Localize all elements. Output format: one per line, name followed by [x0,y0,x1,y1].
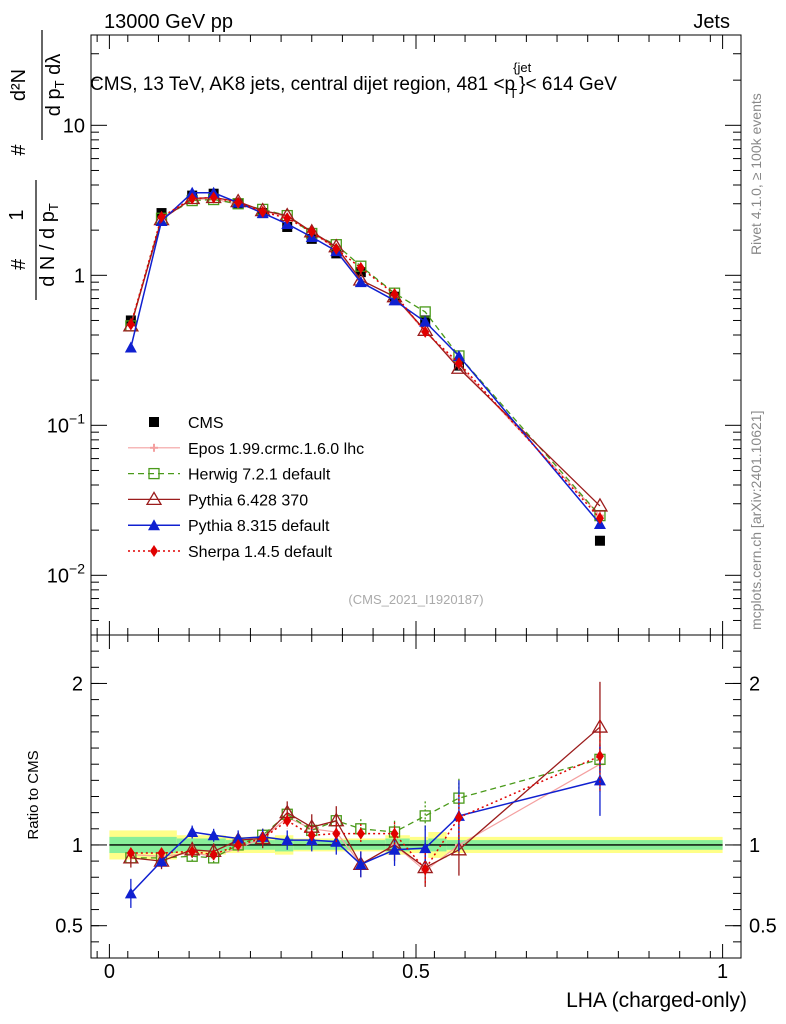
sherpa-1-4-5-default-ratio-point [188,845,197,858]
pythia-6-428-370-ratio-point [450,841,468,856]
legend-marker-pythia-8-315-default [148,519,160,531]
legend-marker-herwig-7-2-1-default [148,467,160,480]
ratio-y-tick-label: 2 [72,673,83,695]
pythia-8-315-default-main-line [130,192,601,525]
legend-marker-cms [149,417,159,427]
cms-main-point [594,535,605,546]
main-y-axis-label: # d N / d pT 1 # d pT dλ d²N [6,30,67,300]
legend-label-pythia-6-428-370: Pythia 6.428 370 [188,492,308,509]
sherpa-1-4-5-default-main-point [234,196,243,209]
sherpa-1-4-5-default-ratio-point [234,838,243,851]
sherpa-1-4-5-default-ratio-point [283,814,292,827]
legend-label-epos-1-99-crmc-1-6-0-lhc: Epos 1.99.crmc.1.6.0 lhc [188,441,364,458]
legend-marker-epos-1-99-crmc-1-6-0-lhc [150,443,158,452]
sherpa-1-4-5-default-ratio-point [595,750,604,763]
sherpa-1-4-5-default-ratio-point [157,847,166,860]
svg-text:1: 1 [6,209,28,220]
pythia-8-315-default-ratio-point [155,855,168,867]
pythia-8-315-default-main-point [124,341,137,353]
sherpa-1-4-5-default-main-point [390,288,399,301]
pythia-8-315-default-main-point [186,186,199,198]
ratio-y-tick-label-right: 2 [749,673,760,695]
sherpa-1-4-5-default-main-point [356,261,365,274]
sherpa-1-4-5-default-main-point [332,242,341,255]
analysis-id-label: (CMS_2021_I1920187) [348,592,483,607]
pythia-6-428-370-main-point [450,359,468,374]
mcplots-label: mcplots.cern.ch [arXiv:2401.10621] [748,411,764,630]
pythia-8-315-default-ratio-point [124,887,137,899]
ratio-y-tick-label-right: 0.5 [749,916,777,938]
pythia-8-315-default-main-point [452,349,465,361]
sherpa-1-4-5-default-ratio-point [307,829,316,842]
ratio-y-tick-label: 1 [72,835,83,857]
pythia-8-315-default-ratio-point [419,842,432,854]
svg-text:#: # [8,258,30,270]
pythia-8-315-default-ratio-point [281,834,294,846]
sherpa-1-4-5-default-main-point [157,210,166,223]
sherpa-1-4-5-default-main-point [126,318,135,331]
sherpa-1-4-5-default-ratio-point [421,863,430,876]
pythia-8-315-default-ratio-point [207,829,220,841]
svg-text:d²N: d²N [8,69,30,101]
pythia-6-428-370-main-line [130,196,601,507]
pythia-8-315-default-ratio-point [186,826,199,838]
sherpa-1-4-5-default-ratio-point [390,827,399,840]
x-tick-label: 0.5 [402,961,430,983]
y-tick-label: 10−1 [47,410,85,437]
sherpa-1-4-5-default-ratio-point [454,811,463,824]
svg-text:#: # [8,144,30,156]
energy-label: 13000 GeV pp [104,11,233,33]
sherpa-1-4-5-default-ratio-point [332,827,341,840]
x-tick-label: 1 [717,961,728,983]
pythia-6-428-370-main-point [591,497,609,512]
epos-1-99-crmc-1-6-0-lhc-ratio-line [130,763,601,872]
legend-label-pythia-8-315-default: Pythia 8.315 default [188,518,330,535]
svg-text:d pT dλ: d pT dλ [43,54,67,116]
rivet-version-label: Rivet 4.1.0, ≥ 100k events [748,93,764,255]
plot-title: CMS, 13 TeV, AK8 jets, central dijet reg… [90,60,617,101]
y-tick-label: 10−2 [47,560,85,587]
sherpa-1-4-5-default-main-point [188,192,197,205]
x-axis-label: LHA (charged-only) [566,989,747,1012]
legend-label-sherpa-1-4-5-default: Sherpa 1.4.5 default [188,544,333,561]
pythia-8-315-default-ratio-point [388,843,401,855]
legend-marker-sherpa-1-4-5-default [150,545,158,557]
pythia-8-315-default-ratio-point [232,832,245,844]
pythia-6-428-370-ratio-point [591,718,609,733]
legend-marker-pythia-6-428-370 [145,491,163,506]
pythia-8-315-default-ratio-line [130,779,601,894]
process-label: Jets [693,11,730,33]
x-tick-label: 0 [104,961,115,983]
pythia-8-315-default-main-point [354,276,367,288]
herwig-7-2-1-default-ratio-point [419,810,431,822]
ratio-y-tick-label: 0.5 [55,916,83,938]
y-tick-label: 10 [63,115,85,137]
ratio-y-tick-label-right: 1 [749,835,760,857]
sherpa-1-4-5-default-ratio-line [130,755,601,871]
sherpa-1-4-5-default-main-point [454,357,463,370]
sherpa-1-4-5-default-ratio-point [356,827,365,840]
y-tick-label: 1 [74,265,85,287]
pythia-8-315-default-main-point [419,315,432,327]
pythia-8-315-default-ratio-point [593,774,606,786]
sherpa-1-4-5-default-main-point [258,205,267,218]
sherpa-1-4-5-default-ratio-point [126,847,135,860]
pythia-6-428-370-ratio-point [122,849,139,864]
herwig-7-2-1-default-main-line [130,198,601,517]
ratio-plot-frame [90,634,742,959]
svg-text:d N / d pT: d N / d pT [37,203,61,287]
ratio-y-axis-label: Ratio to CMS [25,750,42,839]
sherpa-1-4-5-default-main-point [595,512,604,525]
sherpa-1-4-5-default-ratio-point [258,832,267,845]
sherpa-1-4-5-default-main-point [283,212,292,225]
sherpa-1-4-5-default-main-point [307,225,316,238]
sherpa-1-4-5-default-main-point [421,325,430,338]
sherpa-1-4-5-default-ratio-point [209,848,218,861]
pythia-8-315-default-ratio-point [354,858,367,870]
legend-label-herwig-7-2-1-default: Herwig 7.2.1 default [188,467,331,484]
legend-label-cms: CMS [188,415,224,432]
sherpa-1-4-5-default-main-point [209,191,218,204]
